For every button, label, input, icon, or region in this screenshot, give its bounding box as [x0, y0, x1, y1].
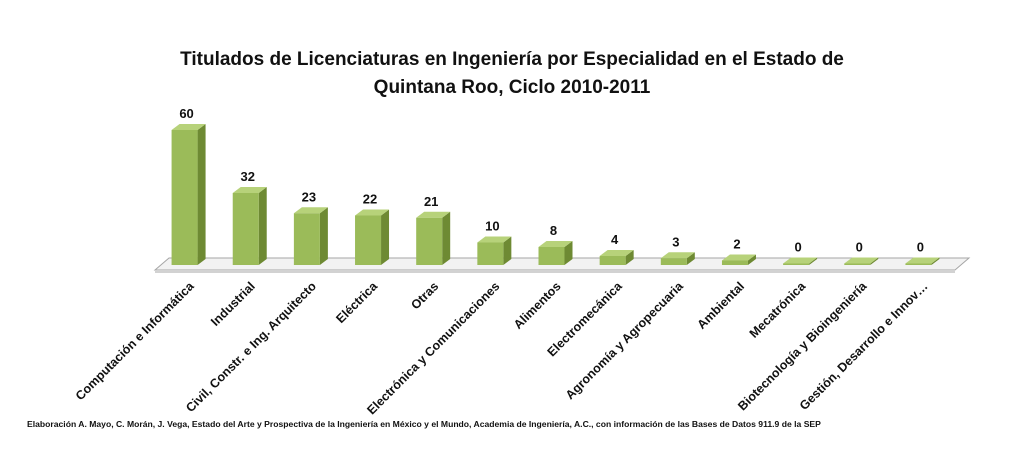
bar-front-face: [599, 256, 626, 265]
category-label-7: Alimentos: [511, 279, 564, 332]
value-label-7: 8: [550, 223, 557, 238]
bar-11: [783, 257, 818, 265]
category-label-9: Agronomía y Agropecuaria: [563, 278, 687, 402]
bar-top-face: [844, 257, 879, 264]
bar-13: [905, 257, 940, 265]
bar-top-face: [416, 211, 451, 218]
bar-side-face: [442, 211, 451, 265]
bar-front-face: [232, 193, 259, 265]
bar-side-face: [564, 241, 573, 265]
bar-side-face: [686, 252, 695, 265]
bar-10: [721, 254, 756, 265]
chart-title-line-1: Titulados de Licenciaturas en Ingeniería…: [180, 49, 844, 70]
category-labels-group: Computación e Informática IndustrialCivil…: [73, 278, 931, 417]
category-label-12: Biotecnología y Bioingeniería: [735, 278, 870, 413]
category-label-1: Computación e Informática: [73, 278, 198, 403]
bar-12: [844, 257, 879, 265]
value-label-10: 2: [733, 237, 740, 252]
value-label-1: 60: [179, 106, 193, 121]
bar-7: [538, 241, 573, 265]
value-label-5: 21: [424, 194, 438, 209]
value-label-4: 22: [363, 192, 377, 207]
bar-front-face: [477, 242, 504, 265]
category-label-2: Industrial: [208, 279, 258, 329]
bar-top-face: [293, 207, 328, 214]
category-label-10: Ambiental: [694, 279, 747, 332]
bar-top-face: [660, 252, 695, 259]
bar-top-face: [783, 257, 818, 264]
bar-front-face: [721, 260, 748, 265]
value-label-12: 0: [856, 240, 863, 255]
value-label-9: 3: [672, 234, 679, 249]
bar-6: [477, 236, 512, 265]
source-note: Elaboración A. Mayo, C. Morán, J. Vega, …: [27, 419, 821, 429]
bar-side-face: [931, 257, 940, 265]
bar-1: [171, 124, 206, 265]
bar-side-face: [809, 257, 818, 265]
bar-side-face: [319, 207, 328, 265]
bar-top-face: [538, 241, 573, 247]
bar-top-face: [721, 254, 756, 261]
bar-top-face: [477, 236, 512, 243]
value-label-2: 32: [240, 169, 254, 184]
bar-top-face: [905, 257, 940, 264]
bars-group: [171, 124, 940, 265]
bar-top-face: [599, 250, 634, 256]
bar-front-face: [171, 130, 198, 265]
chart-title-line-2: Quintana Roo, Ciclo 2010-2011: [374, 77, 651, 98]
bar-side-face: [870, 257, 879, 265]
value-label-8: 4: [611, 232, 619, 247]
bar-front-face: [538, 247, 565, 265]
value-label-13: 0: [917, 240, 924, 255]
bar-side-face: [381, 209, 390, 265]
bar-9: [660, 252, 695, 265]
bar-front-face: [844, 263, 871, 265]
category-label-6: Electrónica y Comunicaciones: [364, 279, 502, 417]
category-label-3: Civil, Constr. e Ing. Arquitecto: [183, 279, 319, 415]
bar-front-face: [905, 263, 932, 265]
bar-side-face: [625, 250, 634, 265]
category-label-11: Mecatrónica: [747, 278, 809, 340]
bar-front-face: [416, 217, 443, 265]
bar-side-face: [258, 187, 267, 265]
bar-top-face: [171, 124, 206, 130]
bar-front-face: [293, 213, 320, 265]
bar-top-face: [355, 209, 390, 216]
value-label-3: 23: [302, 189, 316, 204]
bar-top-face: [232, 187, 267, 193]
category-label-13: Gestión, Desarrollo e Innov…: [797, 279, 931, 413]
category-label-4: Eléctrica: [333, 278, 380, 325]
value-label-11: 0: [794, 240, 801, 255]
bar-front-face: [660, 258, 687, 265]
value-label-6: 10: [485, 219, 499, 234]
bar-5: [416, 211, 451, 265]
bar-side-face: [747, 254, 756, 265]
bar-8: [599, 250, 634, 265]
bar-4: [355, 209, 390, 265]
bar-front-face: [355, 215, 382, 265]
bar-3: [293, 207, 328, 265]
category-label-5: Otras: [408, 279, 441, 312]
bar-side-face: [197, 124, 206, 265]
bar-side-face: [503, 236, 512, 265]
bar-2: [232, 187, 267, 265]
bar-front-face: [783, 263, 810, 265]
